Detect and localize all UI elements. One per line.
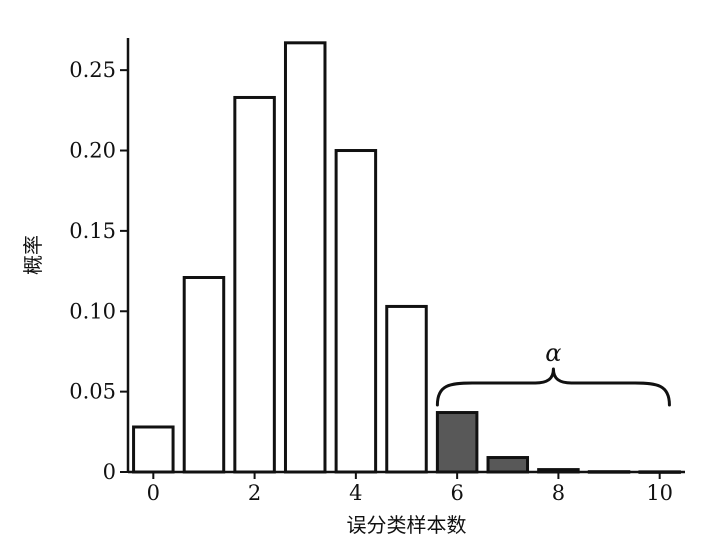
bar-3 bbox=[283, 41, 327, 474]
y-tick-label: 0.05 bbox=[69, 380, 116, 404]
alpha-brace bbox=[435, 367, 671, 407]
bars-group bbox=[132, 41, 681, 474]
x-tick-label: 4 bbox=[349, 481, 362, 505]
bar-4 bbox=[334, 149, 378, 474]
bar-0 bbox=[132, 425, 175, 474]
x-tick-label: 6 bbox=[450, 481, 463, 505]
x-ticks-group: 0 2 4 6 8 10 bbox=[147, 472, 673, 505]
x-tick-label: 0 bbox=[147, 481, 160, 505]
x-tick-label: 2 bbox=[248, 481, 261, 505]
y-tick-label: 0.25 bbox=[69, 58, 116, 82]
y-tick-label: 0.15 bbox=[69, 219, 116, 243]
y-ticks-group: 0 0.05 0.10 0.15 0.20 0.25 bbox=[69, 58, 128, 484]
bar-2 bbox=[233, 95, 276, 474]
y-axis-title: 概率 bbox=[21, 235, 45, 275]
bar-highlighted-7 bbox=[486, 456, 530, 474]
x-tick-label: 8 bbox=[552, 481, 565, 505]
y-tick-label: 0 bbox=[103, 460, 116, 484]
x-tick-label: 10 bbox=[646, 481, 673, 505]
y-tick-label: 0.20 bbox=[69, 139, 116, 163]
bar-1 bbox=[182, 276, 226, 474]
bar-highlighted-6 bbox=[435, 411, 479, 474]
y-tick-label: 0.10 bbox=[69, 299, 116, 323]
alpha-label: α bbox=[545, 339, 561, 367]
x-axis-title: 误分类样本数 bbox=[347, 513, 467, 537]
bar-5 bbox=[385, 304, 428, 474]
